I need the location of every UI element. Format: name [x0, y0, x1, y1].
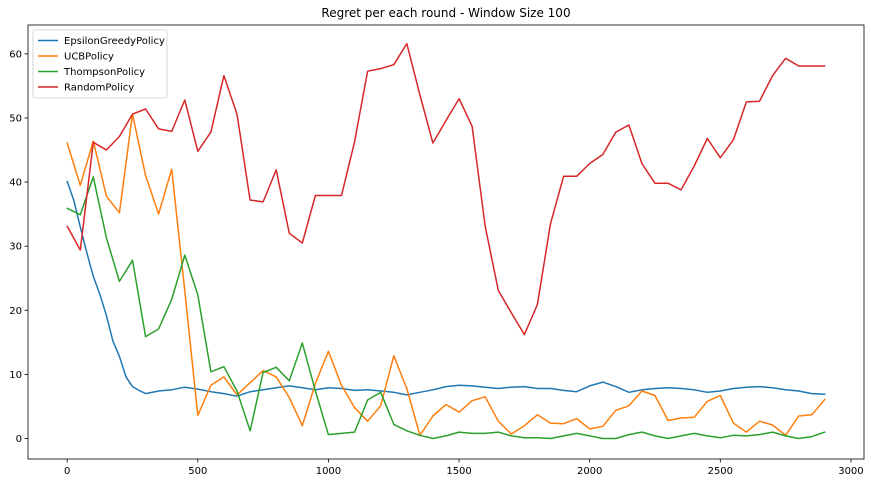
- legend-label: ThompsonPolicy: [63, 67, 145, 78]
- chart-title: Regret per each round - Window Size 100: [321, 6, 570, 20]
- x-tick-label: 1500: [446, 466, 471, 477]
- series-line-ucbpolicy: [66, 113, 826, 437]
- legend-label: UCBPolicy: [64, 52, 114, 63]
- axes-layer: 0 500 1000 1500 2000 2500 3000 0 10 20 30 40 50 60: [9, 49, 863, 477]
- legend-label: RandomPolicy: [64, 83, 134, 94]
- y-tick-label: 0: [16, 434, 22, 445]
- y-tick-label: 50: [9, 113, 22, 124]
- legend-label: EpsilonGreedyPolicy: [64, 36, 165, 47]
- x-tick-label: 1000: [316, 466, 341, 477]
- x-tick-label: 2500: [708, 466, 733, 477]
- series-layer: [66, 42, 826, 440]
- x-tick-label: 500: [188, 466, 207, 477]
- series-line-thompsonpolicy: [66, 176, 826, 440]
- y-tick-label: 60: [9, 49, 22, 60]
- series-line-randompolicy: [66, 42, 826, 336]
- legend: EpsilonGreedyPolicy UCBPolicy ThompsonPoli…: [32, 29, 168, 99]
- x-tick-label: 3000: [838, 466, 863, 477]
- x-tick-label: 0: [64, 466, 70, 477]
- legend-box: [32, 29, 168, 99]
- y-tick-label: 30: [9, 242, 22, 253]
- y-tick-label: 20: [9, 306, 22, 317]
- series-line-epsilongreedypolicy: [66, 180, 826, 397]
- y-tick-label: 40: [9, 178, 22, 189]
- x-tick-label: 2000: [577, 466, 602, 477]
- y-tick-label: 10: [9, 370, 22, 381]
